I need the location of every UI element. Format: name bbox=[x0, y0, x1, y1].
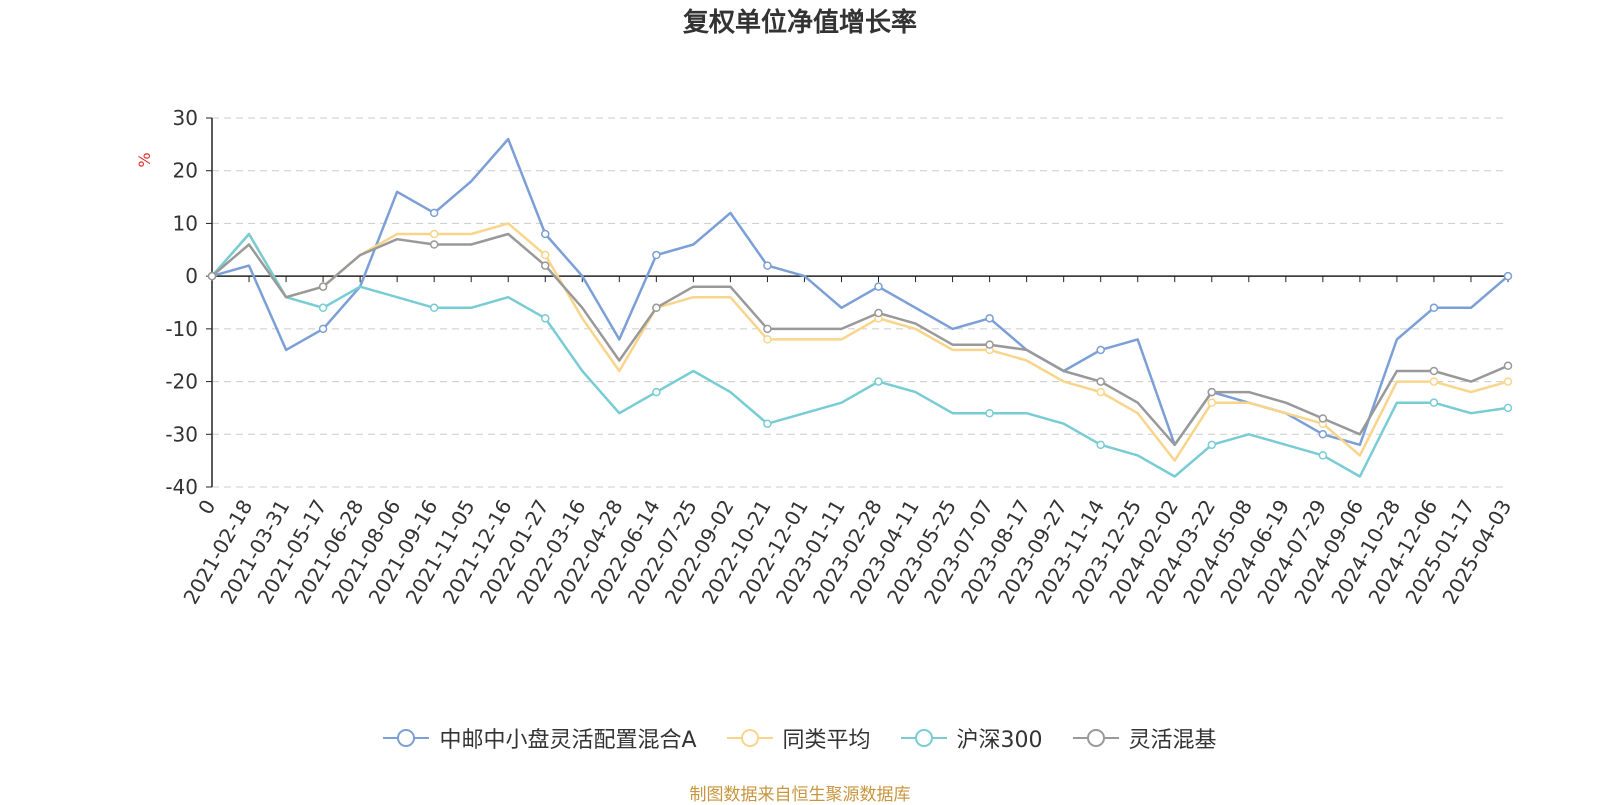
data-point-s0-3 bbox=[318, 324, 328, 334]
data-point-s2-27 bbox=[1207, 440, 1217, 450]
legend-item-1[interactable]: 同类平均 bbox=[726, 722, 871, 754]
data-point-s0-30 bbox=[1318, 430, 1328, 439]
data-point-s1-33 bbox=[1429, 377, 1439, 386]
data-point-s2-12 bbox=[652, 387, 661, 397]
data-point-s3-30 bbox=[1318, 414, 1328, 423]
series-line-2 bbox=[211, 232, 1509, 478]
legend-swatch-marker bbox=[1086, 729, 1105, 747]
legend-swatch-icon bbox=[900, 729, 947, 747]
data-point-s2-35 bbox=[1503, 403, 1513, 413]
data-point-s2-15 bbox=[763, 419, 772, 428]
legend-swatch-marker bbox=[914, 729, 933, 747]
chart-title: 复权单位净值增长率 bbox=[682, 8, 917, 38]
legend-swatch-marker bbox=[740, 729, 759, 747]
legend-item-3[interactable]: 灵活混基 bbox=[1072, 722, 1217, 754]
data-point-s0-15 bbox=[763, 261, 772, 270]
data-point-s3-6 bbox=[429, 240, 439, 249]
y-tick-label: 20 bbox=[173, 159, 198, 183]
y-tick-label: -10 bbox=[165, 317, 198, 341]
data-point-s3-27 bbox=[1207, 387, 1217, 397]
y-axis-label: % bbox=[135, 152, 154, 167]
y-tick-label: 10 bbox=[173, 211, 198, 235]
data-point-s2-18 bbox=[874, 377, 883, 386]
y-tick-label: -30 bbox=[165, 422, 198, 446]
legend-item-0[interactable]: 中邮中小盘灵活配置混合A bbox=[383, 722, 697, 754]
data-source-note: 制图数据来自恒生聚源数据库 bbox=[689, 785, 911, 805]
data-point-s0-12 bbox=[652, 250, 661, 260]
data-point-s0-9 bbox=[541, 229, 550, 239]
series-line-3 bbox=[211, 232, 1509, 447]
data-point-s2-30 bbox=[1318, 451, 1328, 460]
legend-label: 中邮中小盘灵活配置混合A bbox=[439, 728, 697, 753]
legend-swatch-icon bbox=[726, 729, 773, 747]
data-point-s3-12 bbox=[652, 303, 661, 313]
data-point-s3-0 bbox=[207, 271, 217, 281]
data-point-s0-6 bbox=[429, 208, 439, 218]
data-point-s0-35 bbox=[1503, 271, 1513, 281]
data-point-s2-21 bbox=[985, 408, 994, 418]
legend-label: 同类平均 bbox=[782, 728, 871, 753]
data-point-s1-24 bbox=[1096, 387, 1105, 397]
legend-swatch-icon bbox=[1072, 729, 1119, 747]
data-point-s3-33 bbox=[1429, 366, 1439, 376]
data-point-s3-15 bbox=[763, 324, 772, 334]
data-point-s1-35 bbox=[1503, 377, 1513, 386]
y-tick-label: -20 bbox=[165, 370, 198, 394]
data-point-s3-18 bbox=[874, 308, 883, 318]
data-point-s3-35 bbox=[1503, 361, 1513, 371]
data-point-s1-9 bbox=[541, 250, 550, 260]
series-line-1 bbox=[211, 222, 1509, 462]
data-point-s2-3 bbox=[318, 303, 328, 313]
data-point-s2-6 bbox=[429, 303, 439, 313]
legend: 中邮中小盘灵活配置混合A 同类平均 沪深300 灵活混基 bbox=[0, 722, 1600, 754]
y-tick-label: 0 bbox=[185, 264, 198, 288]
data-point-s3-21 bbox=[985, 340, 994, 349]
data-point-s1-15 bbox=[763, 335, 772, 344]
y-tick-label: -40 bbox=[165, 475, 198, 499]
data-point-s1-27 bbox=[1207, 398, 1217, 407]
legend-item-2[interactable]: 沪深300 bbox=[900, 722, 1043, 754]
data-point-s3-9 bbox=[541, 261, 550, 270]
data-point-s3-3 bbox=[318, 282, 328, 291]
grid-lines bbox=[212, 117, 1508, 488]
legend-label: 灵活混基 bbox=[1128, 728, 1217, 753]
legend-label: 沪深300 bbox=[956, 728, 1043, 753]
series-line-0 bbox=[211, 137, 1509, 447]
axes: 3020100-10-20-30-4002021-02-182021-03-31… bbox=[165, 106, 1516, 608]
data-point-s0-24 bbox=[1096, 345, 1105, 355]
series-lines bbox=[207, 137, 1513, 478]
data-point-s0-18 bbox=[874, 282, 883, 291]
data-point-s2-33 bbox=[1429, 398, 1439, 407]
data-point-s0-21 bbox=[985, 314, 994, 323]
x-tick-label: 0 bbox=[193, 496, 220, 519]
data-point-s1-6 bbox=[429, 229, 439, 239]
data-point-s2-24 bbox=[1096, 440, 1105, 450]
data-point-s0-33 bbox=[1429, 303, 1439, 313]
legend-swatch-marker bbox=[397, 729, 416, 747]
legend-swatch-icon bbox=[383, 729, 430, 747]
y-tick-label: 30 bbox=[173, 106, 198, 130]
data-point-s2-9 bbox=[541, 314, 550, 323]
data-point-s3-24 bbox=[1096, 377, 1105, 386]
